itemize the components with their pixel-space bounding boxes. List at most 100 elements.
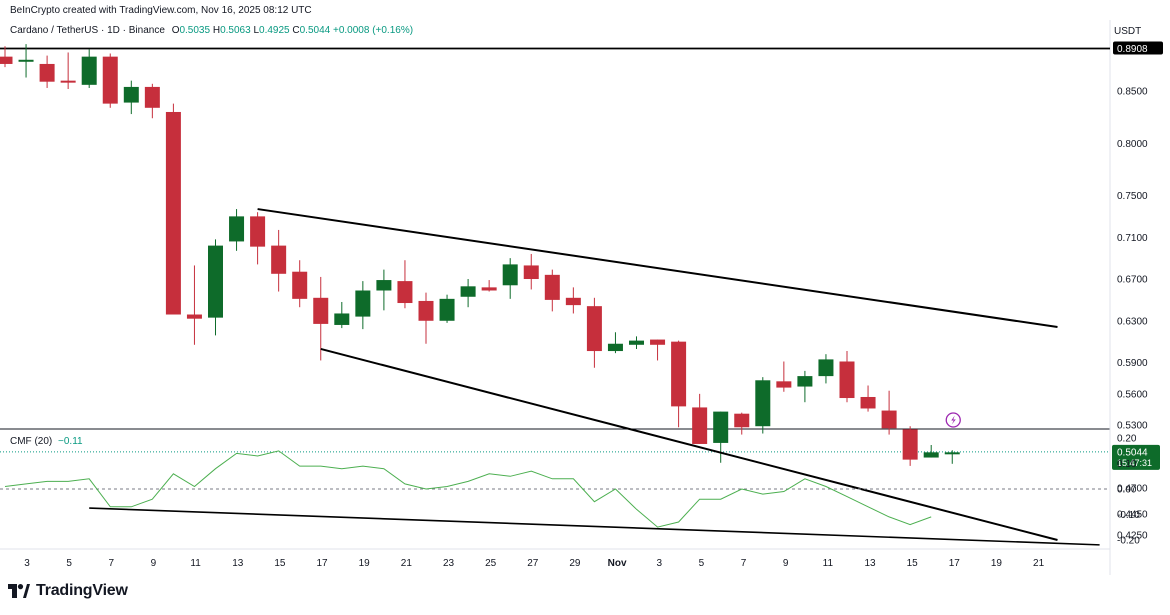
low-value: 0.4925 <box>259 25 290 36</box>
time-tick-label: 23 <box>443 558 455 569</box>
candle-body[interactable] <box>0 56 13 64</box>
lower-wedge-line[interactable] <box>320 347 1058 541</box>
time-tick-label: 9 <box>151 558 157 569</box>
open-label: O <box>171 25 180 36</box>
candle-body[interactable] <box>439 298 455 321</box>
lightning-glyph <box>951 415 956 425</box>
candle-body[interactable] <box>460 286 476 297</box>
candle-body[interactable] <box>650 339 666 345</box>
candle-body[interactable] <box>250 216 266 247</box>
time-tick-label: 5 <box>699 558 705 569</box>
candle-body[interactable] <box>565 297 581 306</box>
candle-body[interactable] <box>313 297 329 324</box>
candle-body[interactable] <box>629 340 644 345</box>
candle-body[interactable] <box>397 281 413 304</box>
price-tick-label: 0.4250 <box>1117 530 1148 541</box>
cmf-tick-label: 0.10 <box>1117 459 1137 470</box>
candle-body[interactable] <box>713 411 729 443</box>
price-tick-label: 0.4450 <box>1117 509 1148 520</box>
candle-body[interactable] <box>123 86 139 103</box>
time-tick-label: 13 <box>232 558 244 569</box>
cmf-support-line[interactable] <box>89 507 1100 546</box>
candle-body[interactable] <box>586 306 602 352</box>
candle-body[interactable] <box>102 56 118 104</box>
change-value: +0.0008 (+0.16%) <box>333 25 414 36</box>
candle-body[interactable] <box>355 290 371 317</box>
candle-body[interactable] <box>776 381 792 388</box>
candle-body[interactable] <box>797 376 813 387</box>
time-tick-label: 25 <box>485 558 497 569</box>
cmf-legend: CMF (20) −0.11 <box>10 436 83 447</box>
candle-body[interactable] <box>481 287 497 291</box>
cmf-tick-label: -0.10 <box>1117 510 1140 521</box>
time-tick-label: Nov <box>608 558 627 569</box>
price-tick-label: 0.7500 <box>1117 191 1148 202</box>
candle-body[interactable] <box>692 407 708 444</box>
cmf-indicator-name[interactable]: CMF (20) <box>10 436 53 447</box>
candle-body[interactable] <box>839 361 855 399</box>
upper-wedge-line[interactable] <box>257 208 1058 329</box>
last-price-tag <box>1112 444 1160 470</box>
candle-body[interactable] <box>229 216 245 242</box>
high-value: 0.5063 <box>220 25 251 36</box>
candle-body[interactable] <box>944 452 960 455</box>
last-price-label: 0.5044 <box>1117 447 1148 458</box>
resistance-price-tag <box>1113 41 1163 55</box>
time-tick-label: 19 <box>359 558 371 569</box>
resistance-price-label: 0.8908 <box>1117 44 1148 55</box>
time-tick-label: 17 <box>316 558 328 569</box>
tradingview-wordmark: TradingView <box>36 582 128 599</box>
candle-body[interactable] <box>334 313 350 325</box>
candle-body[interactable] <box>81 56 97 85</box>
candle-body[interactable] <box>18 59 34 62</box>
symbol-title[interactable]: Cardano / TetherUS · 1D · Binance <box>10 25 165 36</box>
time-tick-label: 7 <box>109 558 115 569</box>
time-tick-label: 21 <box>401 558 413 569</box>
cmf-tick-label: -0.20 <box>1117 535 1140 546</box>
candle-body[interactable] <box>376 280 392 291</box>
price-tick-label: 0.6700 <box>1117 275 1148 286</box>
candle-body[interactable] <box>208 245 223 318</box>
time-tick-label: 9 <box>783 558 789 569</box>
chart-credit: BeInCrypto created with TradingView.com,… <box>10 5 312 16</box>
price-axis-unit[interactable]: USDT <box>1114 26 1142 37</box>
candle-body[interactable] <box>607 343 623 352</box>
candle-body[interactable] <box>523 265 539 280</box>
candle-body[interactable] <box>860 396 876 409</box>
candle-body[interactable] <box>544 274 560 300</box>
time-tick-label: 11 <box>190 558 201 569</box>
time-tick-label: 11 <box>823 558 834 569</box>
candle-body[interactable] <box>39 63 55 82</box>
time-tick-label: 21 <box>1033 558 1045 569</box>
time-tick-label: 15 <box>274 558 286 569</box>
cmf-line[interactable] <box>4 450 932 528</box>
candle-body[interactable] <box>292 271 308 299</box>
time-tick-label: 5 <box>66 558 72 569</box>
candle-body[interactable] <box>734 413 750 428</box>
candle-body[interactable] <box>418 300 434 321</box>
candle-body[interactable] <box>502 264 518 286</box>
price-tick-label: 0.7100 <box>1117 233 1148 244</box>
price-tick-label: 0.4700 <box>1117 483 1148 494</box>
price-tick-label: 0.5300 <box>1117 421 1148 432</box>
time-tick-label: 27 <box>527 558 539 569</box>
candle-body[interactable] <box>271 245 287 274</box>
price-tick-label: 0.6300 <box>1117 316 1148 327</box>
cmf-tick-label: 0.00 <box>1117 485 1137 496</box>
candle-body[interactable] <box>818 359 834 377</box>
price-tick-label: 0.5900 <box>1117 358 1148 369</box>
candle-body[interactable] <box>923 452 939 458</box>
low-label: L <box>253 25 260 36</box>
candle-body[interactable] <box>186 314 202 319</box>
candle-body[interactable] <box>60 80 76 83</box>
candle-body[interactable] <box>144 86 160 108</box>
candle-body[interactable] <box>671 341 687 407</box>
candle-body[interactable] <box>165 111 181 315</box>
time-tick-label: 15 <box>907 558 919 569</box>
candle-body[interactable] <box>755 380 771 427</box>
candle-body[interactable] <box>902 429 918 460</box>
candle-body[interactable] <box>881 410 897 429</box>
high-label: H <box>212 25 221 36</box>
time-tick-label: 19 <box>991 558 1003 569</box>
